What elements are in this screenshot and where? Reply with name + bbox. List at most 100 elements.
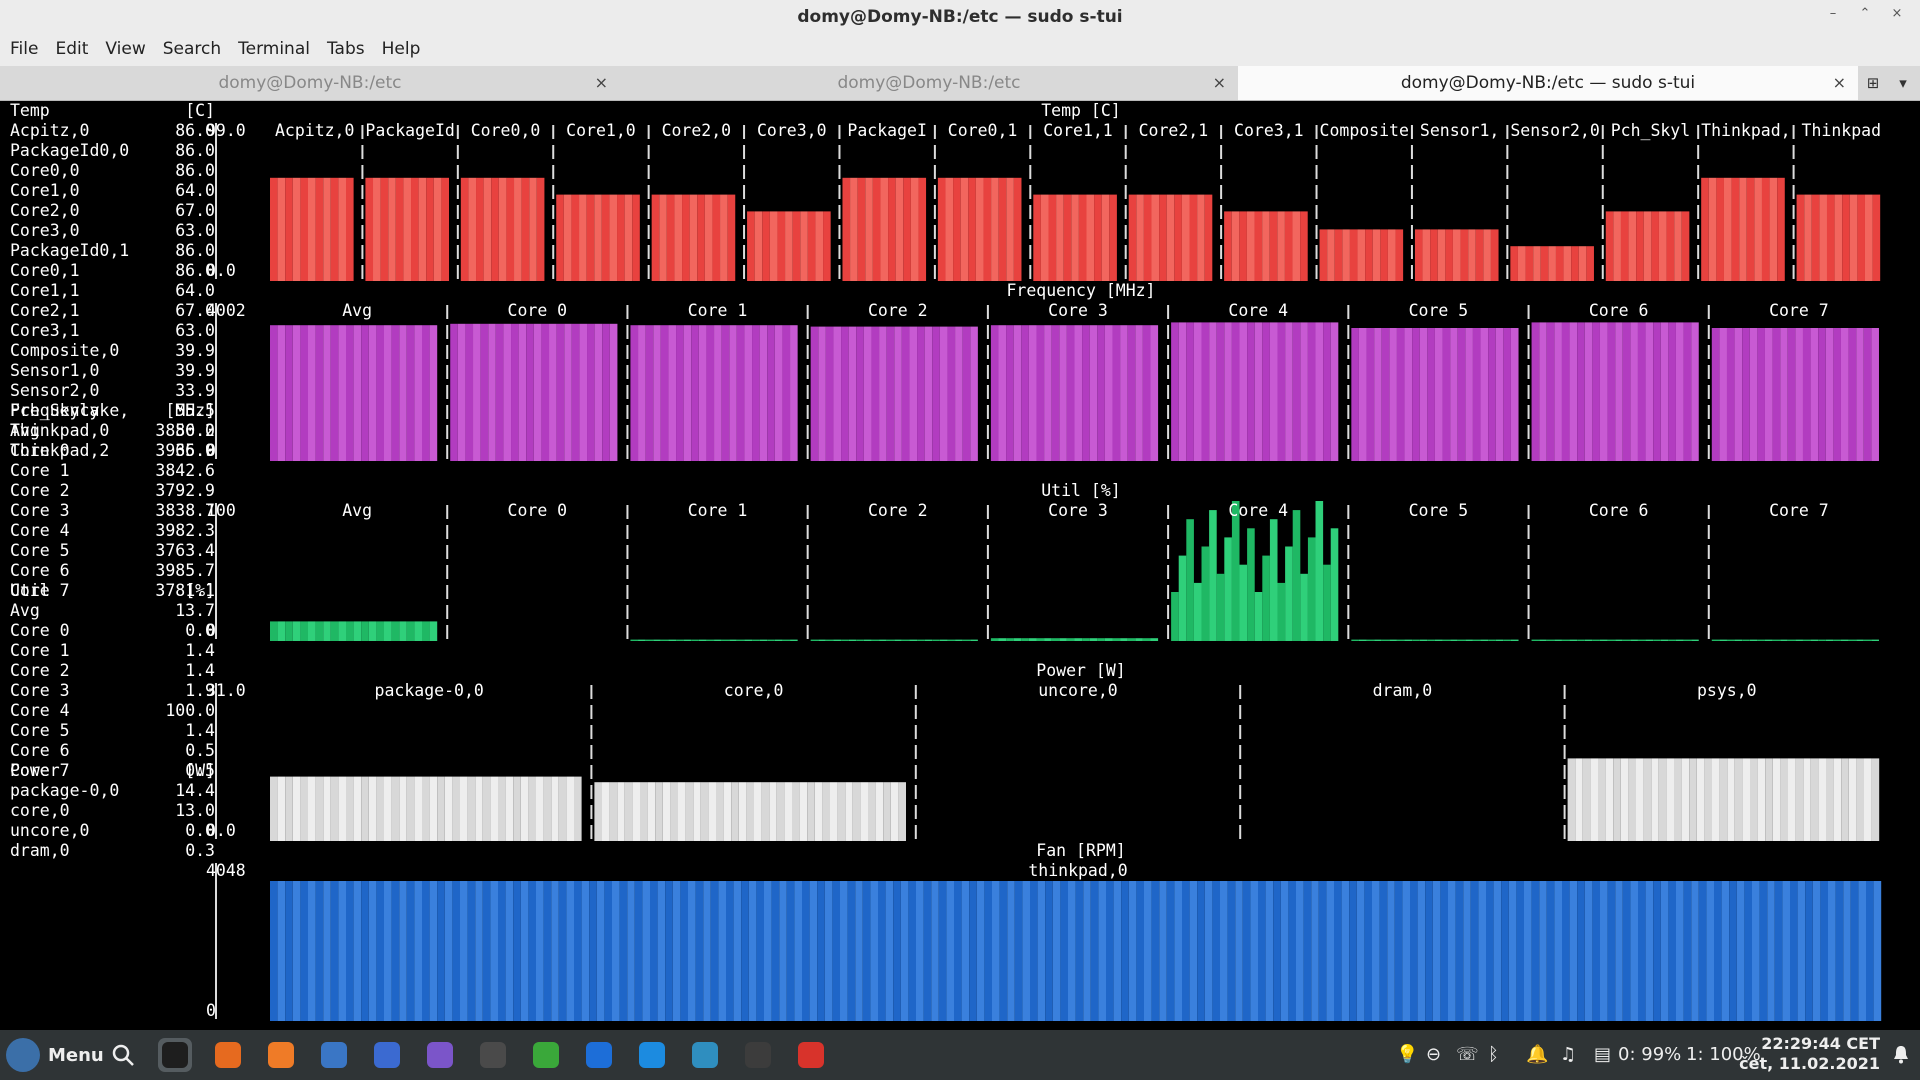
temp-bar (1349, 229, 1358, 281)
cpu-monitor-readout[interactable]: 0: 99% (1618, 1044, 1682, 1065)
tab-2-close-icon[interactable]: × (1212, 73, 1226, 92)
frequency-bar (729, 325, 737, 461)
bluetooth-icon[interactable]: ᛒ (1488, 1044, 1499, 1065)
util-bar (901, 639, 910, 641)
frequency-channel-label: Core 3 (1048, 301, 1108, 320)
mint-logo-icon (6, 1038, 40, 1072)
fan-bar (1516, 881, 1524, 1021)
power-bar (822, 782, 830, 841)
close-button[interactable]: × (1891, 6, 1903, 21)
calculator-app-icon[interactable] (476, 1038, 510, 1072)
menu-file[interactable]: File (10, 39, 39, 59)
monitor-app-icon[interactable] (688, 1038, 722, 1072)
firefox-dev-app-icon[interactable] (264, 1038, 298, 1072)
util-bar (1247, 528, 1255, 641)
sensor-label: PackageId0,0 (10, 141, 130, 160)
clock[interactable]: 22:29:44 CET čet, 11.02.2021 (1739, 1034, 1880, 1074)
viber-tray-icon[interactable]: ☏ (1456, 1044, 1479, 1065)
temp-y-min: 0.0 (206, 261, 236, 280)
signal-app-icon[interactable] (370, 1038, 404, 1072)
menu-tabs[interactable]: Tabs (326, 39, 365, 59)
teamviewer-app-icon[interactable] (635, 1038, 669, 1072)
frequency-bar (1495, 328, 1504, 461)
fan-bar (346, 881, 354, 1021)
menu-terminal[interactable]: Terminal (238, 39, 310, 59)
temp-bar (850, 177, 858, 281)
new-tab-icon[interactable]: ⊞ (1866, 74, 1880, 92)
music-icon[interactable]: ♫ (1560, 1044, 1577, 1065)
temp-bar (433, 177, 442, 281)
util-bar (1615, 639, 1623, 641)
menu-edit[interactable]: Edit (55, 39, 89, 59)
doublecmd-app-icon[interactable] (794, 1038, 828, 1072)
util-bar (338, 621, 346, 641)
frequency-bar (1292, 322, 1301, 461)
power-bar (731, 782, 739, 841)
util-bar (810, 639, 819, 641)
viber-app-icon[interactable] (423, 1038, 457, 1072)
fan-bar (1668, 881, 1676, 1021)
frequency-bar (1691, 322, 1699, 461)
power-channel-label: dram,0 (1372, 681, 1433, 700)
menu-view[interactable]: View (105, 39, 146, 59)
maximize-button[interactable]: ⌃ (1859, 6, 1871, 21)
battery-readout[interactable]: 1: 100% (1686, 1044, 1761, 1065)
power-bar (1696, 758, 1705, 841)
tab-3-close-icon[interactable]: × (1832, 73, 1846, 92)
mail-app-icon[interactable] (317, 1038, 351, 1072)
power-bar (361, 776, 369, 841)
notification-icon[interactable]: 🔔 (1526, 1044, 1549, 1065)
tab-2[interactable]: domy@Domy-NB:/etc × (620, 66, 1238, 100)
util-bar (1323, 564, 1331, 641)
terminal-app-icon[interactable] (158, 1038, 192, 1072)
firefox-app-icon[interactable] (211, 1038, 245, 1072)
cpu-monitor-icon[interactable]: ▤ (1594, 1044, 1612, 1065)
temp-bar (1826, 194, 1835, 281)
redshift-icon[interactable]: 💡 (1396, 1044, 1419, 1065)
fan-bar (1767, 881, 1775, 1021)
sensor-label: PackageId0,1 (10, 241, 130, 260)
tab-list-chevron-down-icon[interactable]: ▾ (1899, 74, 1907, 92)
temp-summary-row: PackageId0,0 86.0 (10, 141, 215, 161)
frequency-bar (1645, 322, 1654, 461)
temp-bar (373, 177, 381, 281)
fan-bar (1356, 881, 1365, 1021)
sheet-app-icon[interactable] (741, 1038, 775, 1072)
sheet-app-glyph (745, 1042, 771, 1068)
terminal-scrollbar[interactable] (1908, 101, 1920, 1030)
fan-bar (794, 881, 802, 1021)
frequency-bar (1262, 322, 1270, 461)
tab-3[interactable]: domy@Domy-NB:/etc — sudo s-tui × (1238, 66, 1858, 100)
terminal-area[interactable]: Temp [C] 99.0 0.0 Acpitz,0 PackageId Core0,0 C… (0, 101, 1920, 1030)
util-bar (721, 639, 730, 641)
tab-1[interactable]: domy@Domy-NB:/etc × (0, 66, 620, 100)
fan-bar (733, 881, 742, 1021)
bell-icon[interactable] (1892, 1044, 1910, 1064)
sensor-value: 14.4 (175, 781, 215, 800)
minimize-button[interactable]: – (1829, 6, 1837, 21)
temp-bar (1437, 229, 1446, 281)
keepass-app-icon[interactable] (529, 1038, 563, 1072)
frequency-bar (391, 325, 400, 461)
power-bar (277, 776, 286, 841)
temp-bar (476, 177, 484, 281)
teamviewer-tray-icon[interactable]: ⊖ (1426, 1044, 1442, 1065)
temp-bar (1517, 246, 1526, 281)
menu-help[interactable]: Help (381, 39, 421, 59)
tab-1-close-icon[interactable]: × (594, 73, 608, 92)
sensor-value: 3842.6 (155, 461, 215, 480)
shazam-app-icon[interactable] (582, 1038, 616, 1072)
menu-search[interactable]: Search (162, 39, 222, 59)
temp-bar (1109, 194, 1117, 281)
temp-bar (1357, 229, 1366, 281)
temp-bar (1181, 194, 1190, 281)
frequency-bar (511, 323, 519, 461)
frequency-bar (399, 325, 407, 461)
frequency-bar (841, 326, 849, 461)
sensor-label: Thinkpad,2 (10, 441, 110, 460)
sensor-value: 63.0 (175, 221, 215, 240)
search-icon[interactable] (106, 1038, 140, 1072)
power-bar (1727, 758, 1735, 841)
start-menu-button[interactable]: Menu (6, 1038, 104, 1072)
frequency-summary-row: Core 7 3781.1 (10, 581, 215, 601)
